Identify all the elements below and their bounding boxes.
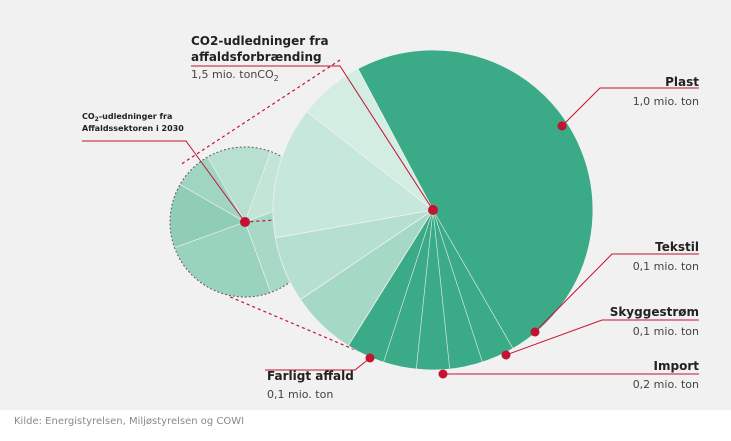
leader-tekstil-dot — [530, 327, 540, 337]
label-farligt-affald-name: Farligt affald — [267, 369, 354, 383]
label-skyggestrom-value: 0,1 mio. ton — [633, 325, 699, 338]
chart-svg: CO2-udledninger fra affaldsforbrænding 1… — [82, 34, 700, 401]
main-pie-title-line-2: affaldsforbrænding — [191, 50, 322, 64]
connector-line — [179, 59, 341, 166]
leader-plast-dot — [557, 121, 567, 131]
main-pie — [272, 49, 594, 371]
chart-panel: CO2-udledninger fra affaldsforbrænding 1… — [0, 0, 731, 410]
slice-divider — [432, 209, 483, 363]
label-import-value: 0,2 mio. ton — [633, 378, 699, 391]
main-pie-title-line-1: CO2-udledninger fra — [191, 34, 329, 48]
slice-divider — [432, 209, 451, 370]
slice-divider — [432, 209, 514, 349]
label-tekstil-value: 0,1 mio. ton — [633, 260, 699, 273]
label-skyggestrom-name: Skyggestrøm — [610, 305, 699, 319]
label-plast-value: 1,0 mio. ton — [633, 95, 699, 108]
label-plast-name: Plast — [665, 75, 699, 89]
sector-pie-title-line-2: Affaldssektoren i 2030 — [82, 124, 184, 133]
source-note: Kilde: Energistyrelsen, Miljøstyrelsen o… — [14, 416, 245, 427]
leader-farligt-affald-dot — [365, 353, 375, 363]
slice-plast — [347, 49, 594, 371]
slice-divider — [415, 209, 434, 370]
leader-skyggestrom — [505, 319, 699, 356]
leader-plast — [561, 87, 699, 127]
leader-sector-title — [82, 140, 246, 223]
slice-farligt-affald — [306, 68, 434, 211]
label-import-name: Import — [654, 359, 700, 373]
leader-main-title-dot — [428, 205, 438, 215]
leader-farligt-affald — [265, 357, 371, 371]
leader-main-title — [191, 65, 434, 211]
slice-divider — [383, 209, 434, 363]
leader-lines — [82, 65, 699, 379]
label-farligt-affald-value: 0,1 mio. ton — [267, 388, 333, 401]
sector-title-subscript: 2 — [95, 116, 99, 123]
slice-import — [272, 110, 434, 239]
main-pie-total-value: 1,5 mio. tonCO2 — [191, 68, 279, 83]
leader-tekstil — [534, 253, 699, 333]
leader-skyggestrom-dot — [501, 350, 511, 360]
leader-sector-title-dot — [240, 217, 250, 227]
leader-import-dot — [438, 369, 448, 379]
sector-pie-title-line-1: CO2-udledninger fra — [82, 112, 172, 123]
total-value-subscript: 2 — [274, 74, 279, 83]
label-tekstil-name: Tekstil — [655, 240, 699, 254]
